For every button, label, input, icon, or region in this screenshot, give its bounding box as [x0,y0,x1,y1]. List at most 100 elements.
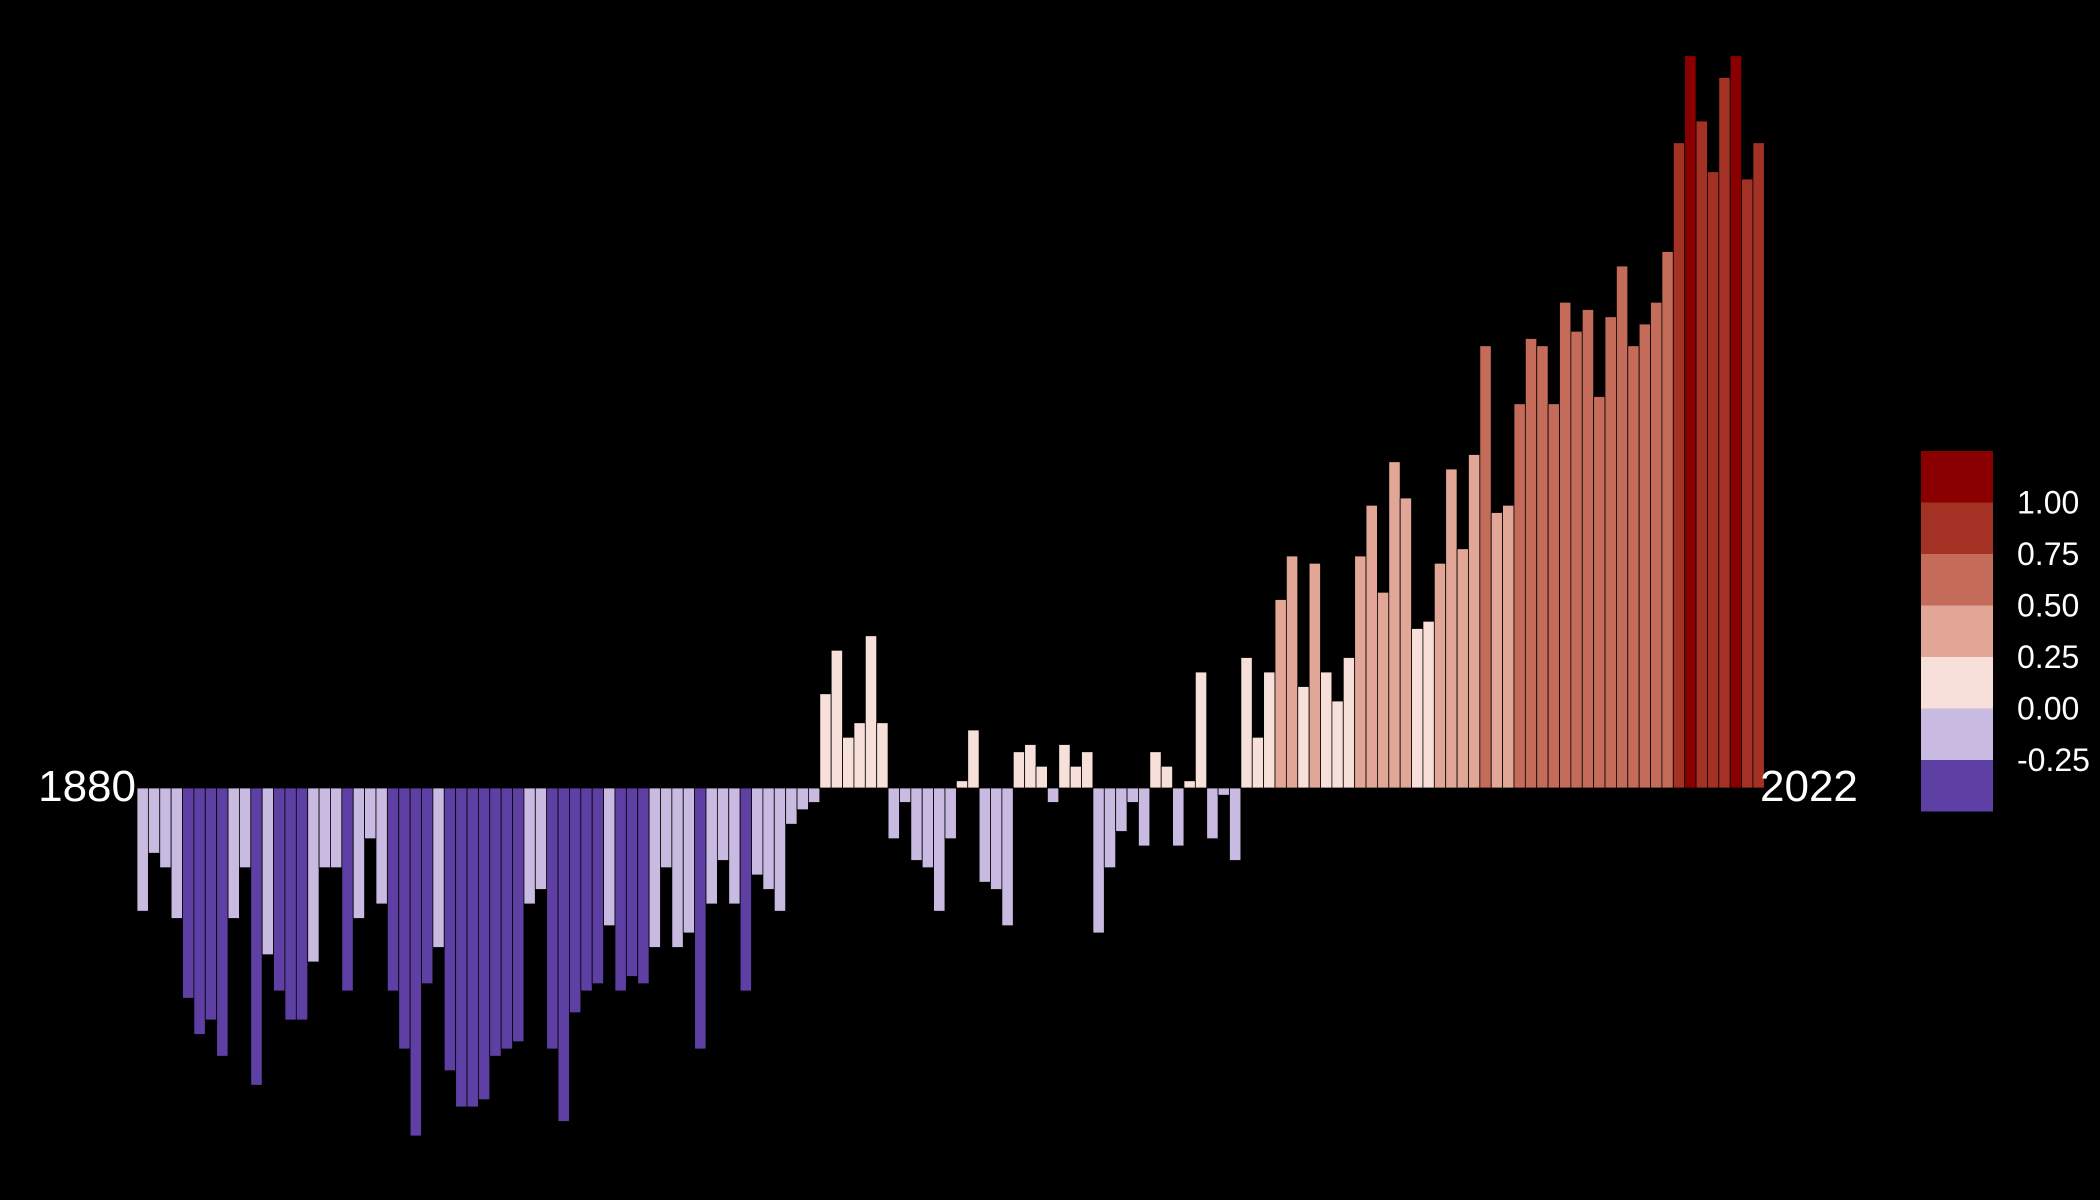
legend-tick-label: -0.25 [2017,742,2090,778]
bar-1956 [1001,787,1014,927]
bar-1899 [352,787,366,919]
bar-1994 [1433,562,1447,789]
bar-1959 [1035,765,1048,789]
bar-1916 [546,787,559,1050]
bar-1898 [341,787,354,992]
bar-1907 [443,787,457,1072]
bar-1900 [364,787,377,840]
bar-1992 [1411,628,1424,789]
bar-1912 [500,787,513,1050]
bar-1938 [796,787,809,811]
bar-2013 [1650,301,1663,789]
bar-1958 [1024,744,1037,789]
bar-1962 [1069,765,1082,789]
bar-1926 [660,787,673,869]
bar-1918 [569,787,582,1014]
bar-2003 [1536,345,1549,789]
bar-1980 [1274,599,1287,789]
bar-1954 [978,787,991,883]
legend-tick-label: 1.00 [2017,485,2079,521]
bar-2008 [1593,396,1606,789]
bar-1978 [1251,736,1265,789]
bar-1922 [614,787,627,992]
bar-1948 [910,787,923,861]
bar-1947 [899,787,912,803]
bar-1910 [477,787,491,1101]
bar-1921 [603,787,616,927]
bar-1888 [227,787,240,919]
bar-1940 [819,693,832,789]
bar-1986 [1342,657,1356,789]
bar-1920 [591,787,604,985]
bar-1973 [1194,671,1208,789]
bar-2005 [1559,301,1572,789]
x-end-label: 2022 [1760,762,1858,811]
bar-2020 [1729,55,1742,789]
bar-1895 [307,787,320,963]
legend-swatch-3 [1921,605,1993,657]
bar-1927 [671,787,684,948]
legend-tick-label: 0.00 [2017,691,2079,727]
bar-1911 [489,787,502,1057]
legend-swatch-5 [1921,708,1993,760]
bar-1889 [239,787,252,869]
bar-2007 [1581,309,1595,789]
bar-1972 [1183,780,1196,789]
bar-1924 [637,787,650,985]
bar-1945 [876,722,889,789]
bar-1887 [216,787,229,1057]
bar-1990 [1388,461,1401,789]
legend-tick-label: 0.25 [2017,639,2079,675]
bar-1882 [159,787,172,869]
bar-1903 [398,787,411,1050]
legend-swatch-2 [1921,554,1993,606]
bar-1955 [990,787,1003,890]
bar-1941 [830,649,843,789]
bar-1950 [933,787,946,912]
bar-1917 [557,787,570,1122]
bar-2021 [1741,178,1754,789]
bars-group [136,55,1765,1137]
bar-1919 [580,787,593,992]
bar-1944 [864,635,878,789]
bar-1893 [284,787,297,1021]
bar-1993 [1422,620,1435,789]
bar-2002 [1524,338,1538,789]
bar-1995 [1445,468,1458,789]
color-legend: 1.00 0.75 0.50 0.25 0.00 -0.25 [1921,451,2090,812]
bar-1998 [1479,345,1492,789]
bar-1964 [1092,787,1105,934]
bar-1931 [716,787,730,861]
bar-1881 [147,787,161,854]
bar-1997 [1468,454,1481,789]
bar-1989 [1377,591,1390,789]
bar-1939 [808,787,821,803]
bar-1894 [295,787,309,1021]
bar-1936 [773,787,787,912]
bar-1961 [1058,744,1071,789]
bar-1996 [1456,548,1469,789]
bar-1981 [1285,555,1299,789]
bar-1929 [694,787,707,1050]
bar-1891 [261,787,274,956]
bar-1904 [409,787,422,1137]
bar-1892 [273,787,286,992]
bar-1883 [170,787,183,919]
bar-1983 [1308,562,1321,789]
bar-2017 [1695,120,1708,789]
bar-1930 [705,787,718,905]
legend-swatch-0 [1921,451,1993,503]
bar-2001 [1513,403,1526,789]
bar-1935 [762,787,775,890]
legend-swatch-6 [1921,760,1993,812]
bar-2010 [1616,265,1629,789]
bar-1985 [1331,700,1344,789]
bar-1928 [682,787,696,934]
bar-1902 [386,787,400,992]
bar-1966 [1115,787,1128,832]
legend-swatch-1 [1921,502,1993,554]
bar-2006 [1570,330,1583,789]
bar-1968 [1138,787,1151,847]
bar-1896 [318,787,331,869]
bar-2011 [1627,345,1640,789]
